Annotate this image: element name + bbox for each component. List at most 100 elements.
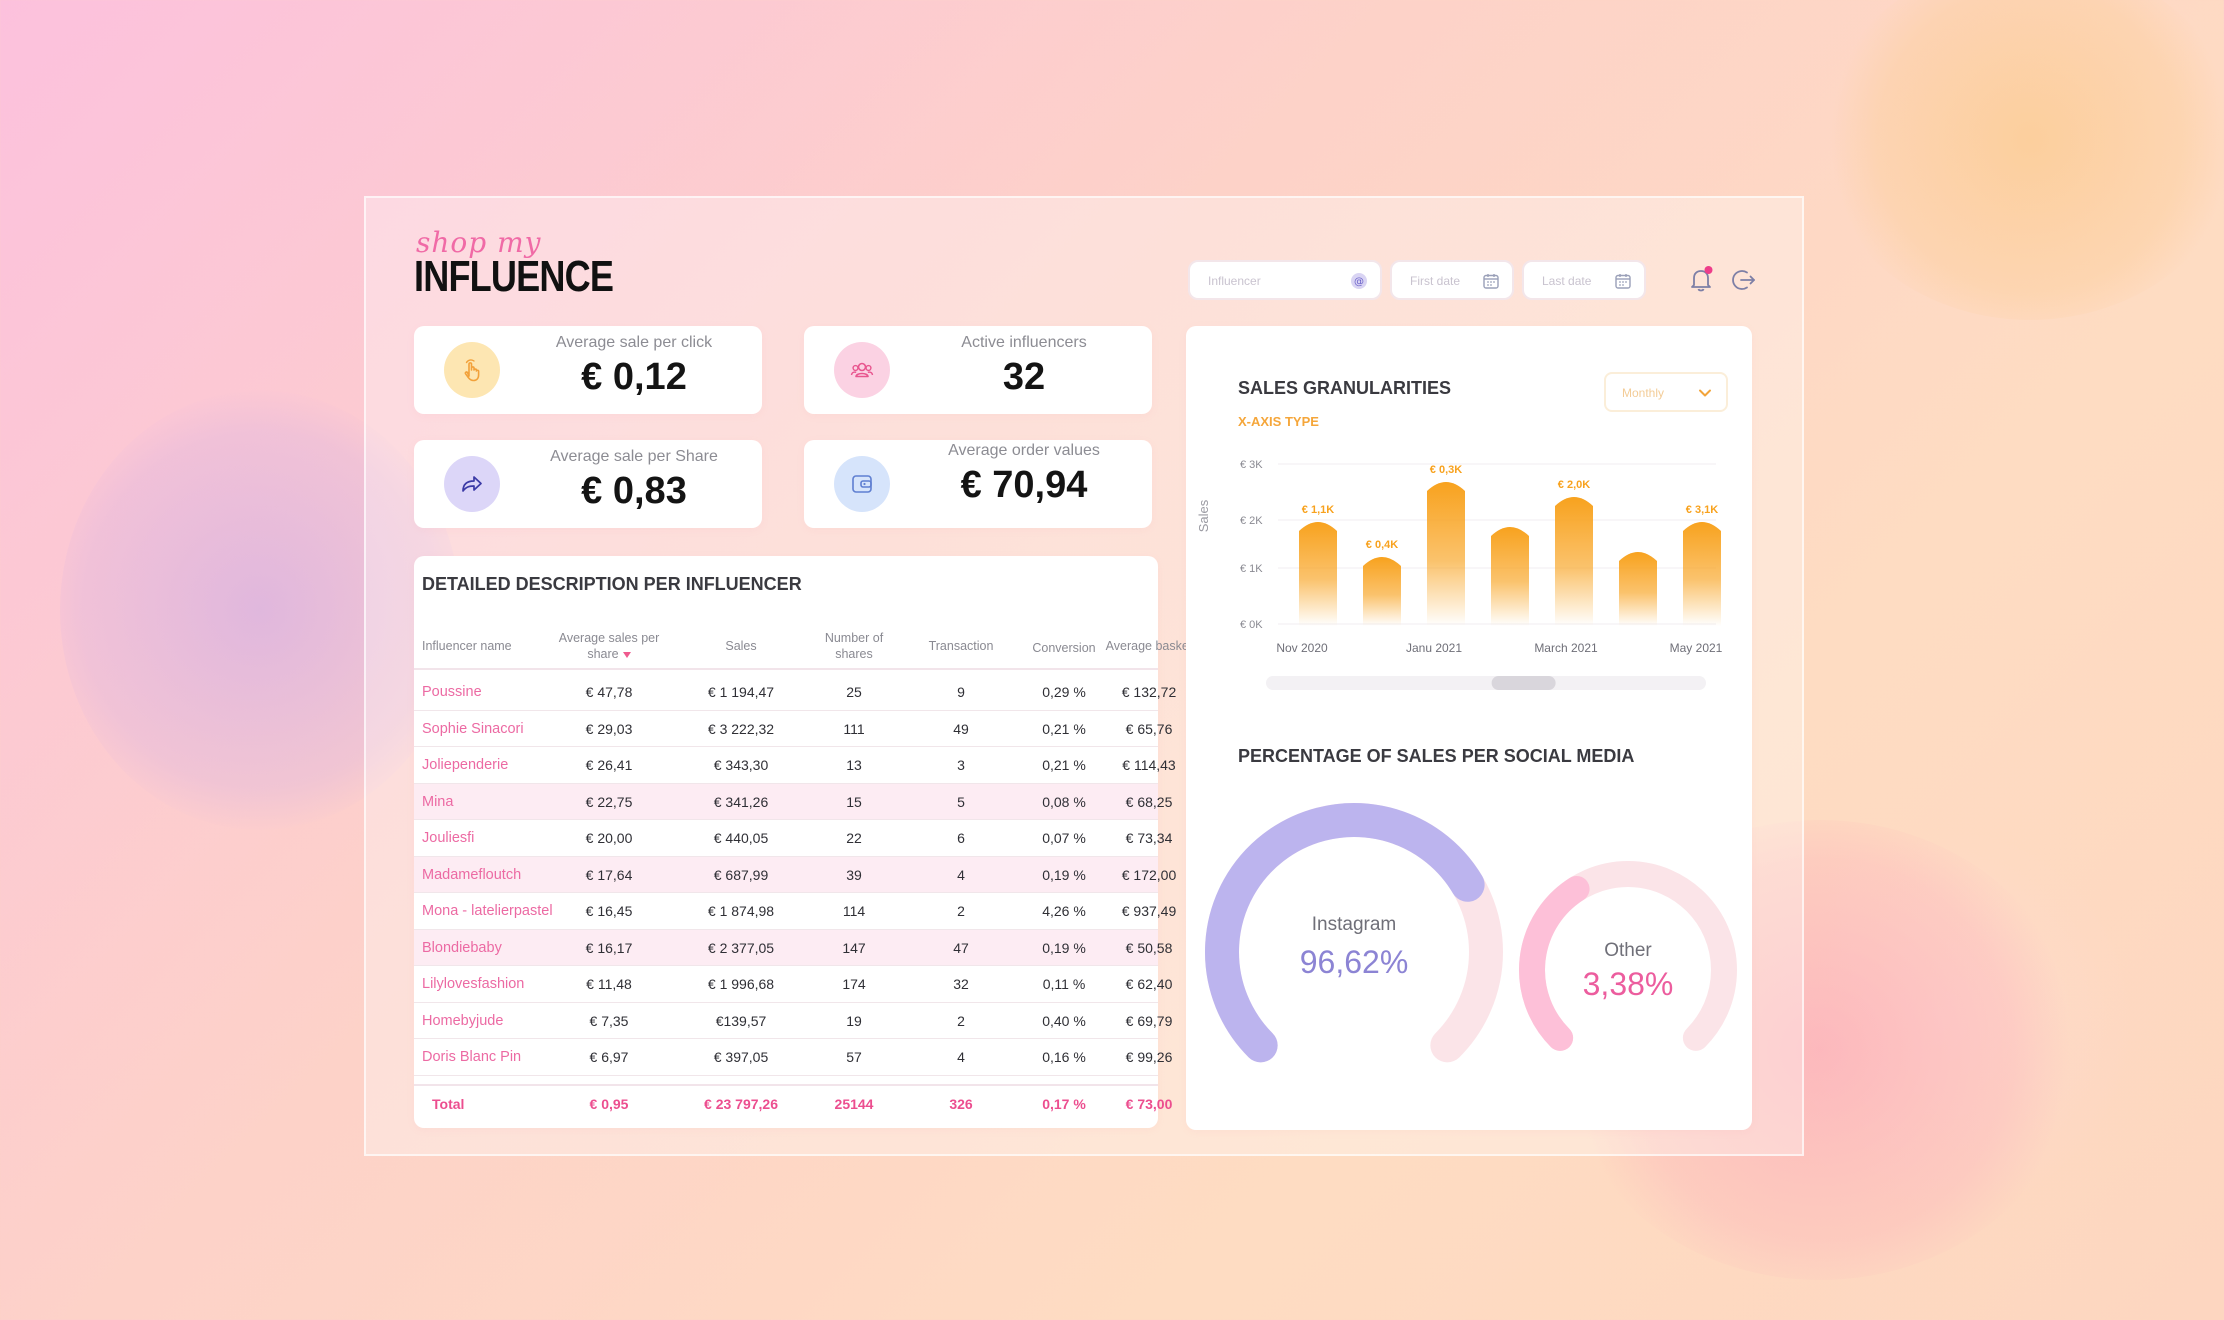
kpi-card-active-influencers: Active influencers 32 xyxy=(804,326,1152,414)
cell-avg: € 29,03 xyxy=(585,720,633,737)
header-average-sales-line1: Average sales per xyxy=(558,631,660,645)
cell-avg: € 22,75 xyxy=(585,793,633,810)
cell-sales: € 440,05 xyxy=(713,830,769,846)
chart-scrollbar-track xyxy=(1266,676,1706,690)
influencer-name-link[interactable]: Sophie Sinacori xyxy=(422,720,524,737)
data-label: € 1,1K xyxy=(1302,504,1334,516)
granularity-dropdown-value: Monthly xyxy=(1622,386,1665,400)
header-transaction[interactable]: Transaction xyxy=(928,639,994,653)
cell-sales: € 397,05 xyxy=(713,1049,769,1065)
x-tick-label: Janu 2021 xyxy=(1406,641,1462,655)
data-label: € 0,4K xyxy=(1366,539,1398,551)
table-header: Influencer name Average sales per share … xyxy=(414,630,1192,670)
table-row[interactable]: Homebyjude € 7,35 €139,57 19 2 0,40 % € 69,79 xyxy=(414,1003,1172,1039)
influencer-name-link[interactable]: Jouliesfi xyxy=(422,830,475,846)
bar xyxy=(1363,557,1401,626)
bar xyxy=(1619,552,1657,626)
kpi-label: Average order values xyxy=(948,442,1100,459)
header-conversion[interactable]: Conversion xyxy=(1032,641,1096,655)
notification-bell-icon[interactable] xyxy=(1686,264,1716,294)
cell-sales: € 343,30 xyxy=(713,757,769,773)
cell-sales: €139,57 xyxy=(715,1012,767,1029)
influencer-name-link[interactable]: Blondiebaby xyxy=(422,939,502,956)
wallet-icon xyxy=(852,475,872,493)
x-tick-label: Nov 2020 xyxy=(1276,641,1328,655)
header-average-basket[interactable]: Average basket xyxy=(1105,639,1193,653)
table-row[interactable]: Mona - latelierpastel € 16,45 € 1 874,98 11… xyxy=(414,893,1176,930)
last-date-placeholder: Last date xyxy=(1542,274,1592,288)
cell-conversion: 0,08 % xyxy=(1042,793,1086,810)
total-sales: € 23 797,26 xyxy=(704,1096,778,1112)
logo: shop my INFLUENCE xyxy=(414,226,614,306)
first-date-placeholder: First date xyxy=(1410,274,1461,288)
cell-transaction: 2 xyxy=(957,903,965,919)
cell-transaction: 3 xyxy=(957,757,965,773)
other-label: Other xyxy=(1604,940,1652,961)
kpi-value: € 0,83 xyxy=(581,470,687,512)
cell-shares: 111 xyxy=(843,720,865,737)
table-title: DETAILED DESCRIPTION PER INFLUENCER xyxy=(422,574,802,594)
table-row[interactable]: Doris Blanc Pin € 6,97 € 397,05 57 4 0,16 % € … xyxy=(414,1039,1172,1076)
total-average: € 0,95 xyxy=(589,1096,629,1112)
cell-sales: € 1 996,68 xyxy=(707,976,775,992)
total-label: Total xyxy=(432,1096,465,1112)
table-row[interactable]: Sophie Sinacori € 29,03 € 3 222,32 111 49 0,2… xyxy=(414,711,1172,747)
influencer-name-link[interactable]: Homebyjude xyxy=(422,1012,504,1029)
y-tick-label: € 2K xyxy=(1240,515,1263,527)
cell-avg: € 47,78 xyxy=(585,684,633,700)
cell-conversion: 0,21 % xyxy=(1042,720,1086,737)
cell-transaction: 2 xyxy=(957,1012,965,1029)
influencer-name-link[interactable]: Lilylovesfashion xyxy=(422,976,525,992)
table-row[interactable]: Jouliesfi € 20,00 € 440,05 22 6 0,07 % € 73,34 xyxy=(414,820,1172,857)
cell-conversion: 0,21 % xyxy=(1042,757,1086,773)
header-influencer-name[interactable]: Influencer name xyxy=(422,639,512,653)
table-row[interactable]: Blondiebaby € 16,17 € 2 377,05 147 47 0,19 % €… xyxy=(414,929,1172,966)
header-average-sales[interactable]: Average sales per share xyxy=(544,630,674,662)
cell-sales: € 1 874,98 xyxy=(707,903,775,919)
y-tick-label: € 0K xyxy=(1240,619,1263,631)
influencer-name-link[interactable]: Poussine xyxy=(422,684,482,700)
influencer-name-link[interactable]: Mona - latelierpastel xyxy=(422,903,553,919)
instagram-label: Instagram xyxy=(1311,914,1397,935)
x-tick-label: May 2021 xyxy=(1670,641,1723,655)
table-row[interactable]: Lilylovesfashion € 11,48 € 1 996,68 174 32 0,… xyxy=(414,966,1172,1003)
cell-conversion: 0,19 % xyxy=(1042,866,1086,883)
cell-basket: € 172,00 xyxy=(1121,866,1177,883)
granularity-dropdown[interactable]: Monthly xyxy=(1604,372,1728,412)
first-date-input[interactable]: First date xyxy=(1390,260,1514,300)
cell-transaction: 9 xyxy=(957,684,965,700)
calendar-icon xyxy=(1615,274,1631,289)
influencer-name-link[interactable]: Mina xyxy=(422,793,454,810)
table-row[interactable]: Poussine € 47,78 € 1 194,47 25 9 0,29 % € 132,… xyxy=(414,674,1176,711)
bar xyxy=(1427,482,1465,626)
donut-arc xyxy=(1519,875,1590,1051)
x-tick-label: March 2021 xyxy=(1534,641,1598,655)
sort-desc-icon[interactable] xyxy=(622,651,631,658)
table-row[interactable]: Joliependerie € 26,41 € 343,30 13 3 0,21 % € 1… xyxy=(414,747,1176,784)
calendar-icon xyxy=(1483,274,1499,289)
kpi-icon-circle xyxy=(444,342,500,398)
table-row[interactable]: Madamefloutch € 17,64 € 687,99 39 4 0,19 % € 1… xyxy=(414,856,1176,893)
influencer-filter[interactable]: Influencer @ xyxy=(1188,260,1382,300)
analytics-card: SALES GRANULARITIES X-AXIS TYPE Monthly … xyxy=(1186,326,1752,1130)
header-number-of-shares[interactable]: Number of shares xyxy=(794,630,914,662)
table-row[interactable]: Mina € 22,75 € 341,26 15 5 0,08 % € 68,25 xyxy=(414,783,1172,820)
influencer-name-link[interactable]: Joliependerie xyxy=(422,757,509,773)
cell-shares: 19 xyxy=(846,1012,862,1029)
cell-conversion: 0,19 % xyxy=(1042,939,1086,956)
cell-basket: € 114,43 xyxy=(1122,757,1176,773)
last-date-input[interactable]: Last date xyxy=(1522,260,1646,300)
chevron-down-icon xyxy=(1699,389,1711,397)
kpi-label: Average sale per Share xyxy=(550,448,718,465)
instagram-donut: Instagram 96,62% xyxy=(1204,802,1504,1102)
cell-sales: € 687,99 xyxy=(713,866,769,883)
other-percentage: 3,38% xyxy=(1582,966,1674,1002)
cell-sales: € 341,26 xyxy=(713,793,769,810)
influencer-name-link[interactable]: Doris Blanc Pin xyxy=(422,1049,522,1065)
cell-basket: € 68,25 xyxy=(1125,793,1173,810)
cell-transaction: 47 xyxy=(953,939,969,956)
cell-basket: € 62,40 xyxy=(1125,976,1173,992)
header-sales[interactable]: Sales xyxy=(725,639,757,653)
influencer-name-link[interactable]: Madamefloutch xyxy=(422,866,522,883)
logout-icon[interactable] xyxy=(1730,266,1758,294)
